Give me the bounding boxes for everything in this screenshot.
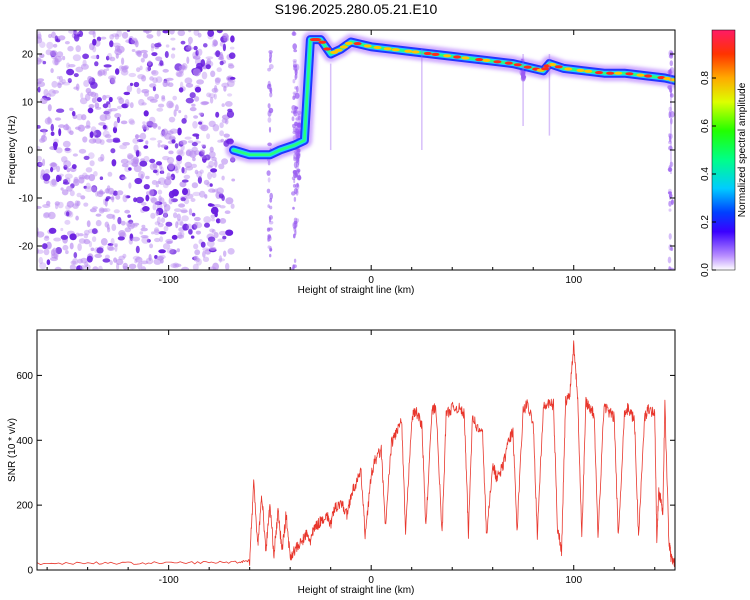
snr-ytick-label: 200 (16, 501, 33, 512)
spectrogram-ytick-label: -20 (19, 242, 34, 253)
snr-series-line (37, 340, 675, 567)
spectrogram-ytick-label: 10 (22, 98, 34, 109)
snr-ytick-label: 600 (16, 371, 33, 382)
colorbar-tick-label: 0.6 (700, 119, 711, 133)
chart-title: S196.2025.280.05.21.E10 (275, 1, 438, 17)
colorbar-label: Normalized spectral amplitude (737, 82, 748, 217)
snr-ylabel: SNR (10 * v/v) (7, 418, 18, 482)
snr-xtick-label: 100 (565, 575, 582, 586)
signal-ridge (225, 31, 675, 174)
colorbar-scale (711, 29, 736, 271)
snr-frame (36, 329, 676, 571)
spectrogram-image (37, 30, 675, 270)
spectrogram-ytick-label: 0 (27, 146, 33, 157)
snr-xlabel: Height of straight line (km) (298, 585, 415, 596)
spectrogram-xtick-label: -100 (159, 275, 179, 286)
snr-xtick-label: 0 (368, 575, 374, 586)
snr-ytick-label: 0 (27, 566, 33, 577)
spectrogram-ylabel: Frequency (Hz) (7, 116, 18, 185)
spectrogram-ytick-label: -10 (19, 194, 34, 205)
snr-ytick-label: 400 (16, 436, 33, 447)
colorbar: 0.0 0.2 0.4 0.6 0.8 Normalized spectral ampl… (700, 29, 748, 277)
spectrogram-xtick-label: 100 (565, 275, 582, 286)
colorbar-tick-label: 0.4 (700, 167, 711, 181)
noise-speckle-field (37, 30, 675, 270)
snr-ticks: -100 0 100 0 200 400 600 (16, 330, 675, 586)
colorbar-tick-label: 0.2 (700, 215, 711, 229)
colorbar-tick-label: 0.0 (700, 263, 711, 277)
colorbar-tick-label: 0.8 (700, 71, 711, 85)
spectrogram-xlabel: Height of straight line (km) (298, 285, 415, 296)
spectrogram-xtick-label: 0 (368, 275, 374, 286)
snr-xtick-label: -100 (159, 575, 179, 586)
spectrogram-ytick-label: 20 (22, 50, 34, 61)
colorbar-ticks: 0.0 0.2 0.4 0.6 0.8 (700, 71, 716, 277)
snr-panel: -100 0 100 0 200 400 600 Height of straight li… (7, 329, 676, 596)
